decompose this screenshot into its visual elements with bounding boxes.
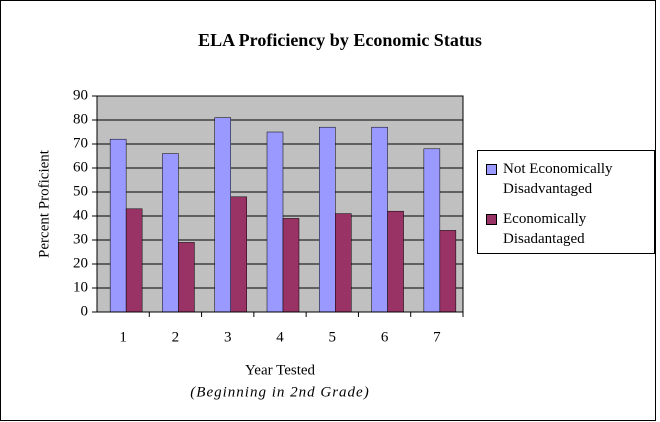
- bar: [125, 208, 143, 313]
- bar: [109, 138, 127, 313]
- x-tick-label: 5: [329, 329, 337, 345]
- bar: [387, 210, 404, 313]
- bar: [439, 230, 457, 313]
- y-axis-label: Percent Proficient: [36, 149, 52, 258]
- y-tick-label: 10: [73, 279, 88, 295]
- y-tick-label: 70: [73, 135, 88, 151]
- legend-swatch: [486, 214, 497, 225]
- bar: [335, 213, 352, 313]
- legend-item: Economically Disadantaged: [486, 209, 651, 249]
- legend-label: Not Economically Disadvantaged: [503, 161, 613, 197]
- y-tick-label: 50: [73, 183, 88, 199]
- y-tick-label: 20: [73, 255, 88, 271]
- bar: [319, 126, 336, 313]
- legend-item: Not Economically Disadvantaged: [486, 159, 651, 199]
- chart-title: ELA Proficiency by Economic Status: [198, 30, 482, 50]
- y-tick-label: 40: [73, 207, 88, 223]
- bar: [266, 131, 284, 313]
- bar: [371, 126, 388, 313]
- y-tick-label: 30: [73, 231, 88, 247]
- bar: [214, 117, 231, 313]
- x-tick-label: 7: [433, 329, 441, 345]
- legend-swatch: [486, 164, 497, 175]
- bar: [282, 218, 300, 313]
- bar: [162, 153, 179, 313]
- legend-label: Economically Disadantaged: [503, 211, 587, 247]
- x-axis-label: Year Tested: [245, 362, 316, 378]
- x-tick-label: 2: [172, 329, 180, 345]
- x-tick-label: 3: [224, 329, 232, 345]
- x-tick-label: 6: [381, 329, 389, 345]
- x-axis-note: (Beginning in 2nd Grade): [190, 384, 369, 400]
- x-tick-label: 1: [119, 329, 127, 345]
- bar: [423, 148, 441, 313]
- bar: [178, 242, 195, 313]
- y-tick-label: 0: [81, 303, 89, 319]
- y-tick-label: 80: [73, 111, 88, 127]
- bar: [230, 196, 247, 313]
- y-tick-label: 60: [73, 159, 88, 175]
- y-tick-label: 90: [73, 87, 88, 103]
- x-tick-label: 4: [276, 329, 284, 345]
- legend: Not Economically Disadvantaged Economical…: [477, 150, 655, 254]
